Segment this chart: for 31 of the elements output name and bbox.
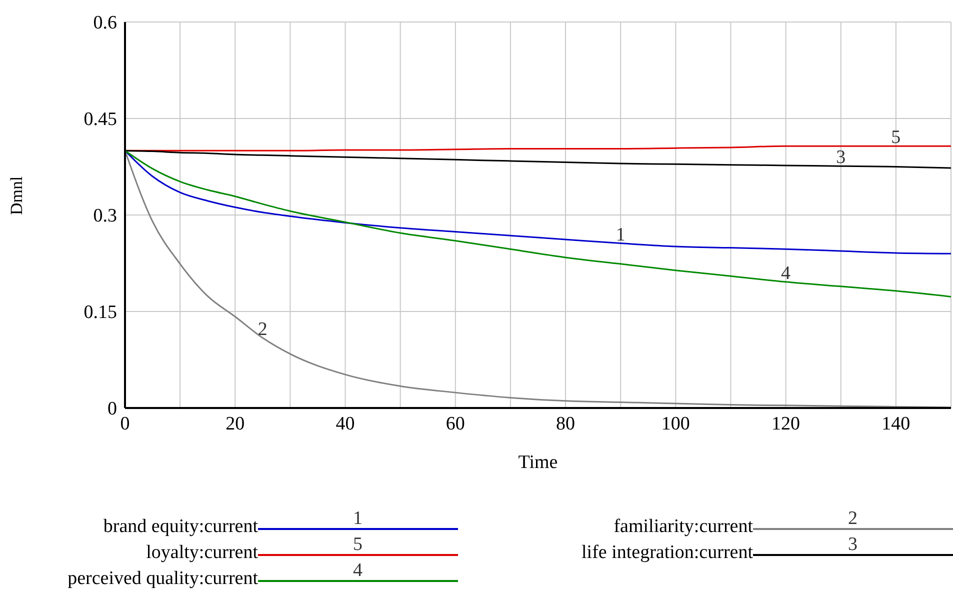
annotation: 1 xyxy=(616,224,626,246)
legend-label: loyalty:current xyxy=(146,542,258,564)
annotation: 2 xyxy=(258,318,268,340)
x-tick-label: 60 xyxy=(446,413,465,434)
y-tick-label: 0 xyxy=(108,398,117,420)
y-tick-label: 0.6 xyxy=(93,12,117,34)
x-tick-label: 40 xyxy=(336,413,355,434)
line-series xyxy=(125,150,951,298)
y-tick-label: 0.15 xyxy=(84,302,117,324)
x-tick-label: 100 xyxy=(661,413,690,434)
legend-label: brand equity:current xyxy=(103,516,258,538)
legend-label: familiarity:current xyxy=(614,516,753,538)
x-tick-label: 0 xyxy=(120,413,130,434)
x-tick-label: 140 xyxy=(882,413,910,434)
x-tick-label: 20 xyxy=(226,413,245,434)
annotation: 4 xyxy=(781,262,792,284)
y-tick-label: 0.45 xyxy=(84,109,117,130)
text: 2 xyxy=(848,508,858,529)
text: 4 xyxy=(353,560,362,581)
text: 5 xyxy=(353,534,362,555)
text: 1 xyxy=(353,508,362,529)
x-axis-title: Time xyxy=(518,452,558,473)
legend-label: life integration:current xyxy=(582,542,753,564)
x-tick-label: 80 xyxy=(556,413,576,434)
annotation: 3 xyxy=(836,147,846,168)
y-axis-title: Dmnl xyxy=(7,176,26,215)
legend-label: perceived quality:current xyxy=(68,568,258,590)
x-tick-label: 120 xyxy=(772,413,800,434)
annotation: 5 xyxy=(891,127,901,148)
text: 3 xyxy=(848,534,858,555)
y-tick-label: 0.3 xyxy=(93,206,117,227)
